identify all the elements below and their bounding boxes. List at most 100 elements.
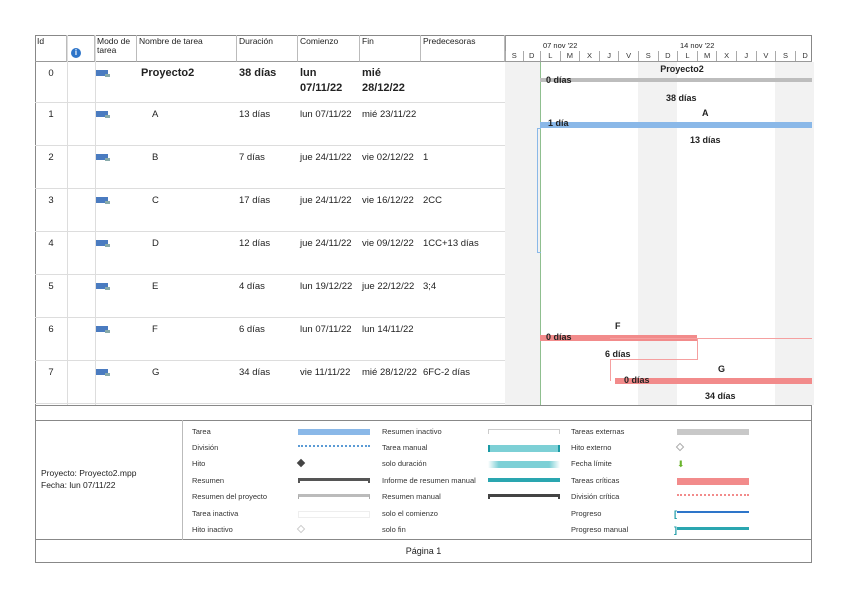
- link-line: [610, 338, 698, 360]
- task-start[interactable]: jue 24/11/22: [300, 238, 352, 249]
- task-predecessors[interactable]: 3;4: [423, 281, 437, 292]
- col-duration[interactable]: Duración: [237, 35, 298, 62]
- task-start[interactable]: lun 07/11/22: [300, 109, 352, 120]
- task-name[interactable]: E: [152, 281, 159, 292]
- task-bar-g[interactable]: [615, 378, 812, 384]
- week-label: 14 nov '22: [680, 41, 715, 50]
- legend-swatch: [298, 511, 370, 518]
- legend-swatch: [298, 478, 370, 483]
- task-predecessors[interactable]: 1: [423, 152, 429, 163]
- task-predecessors[interactable]: 6FC-2 días: [423, 367, 470, 378]
- row-id: 6: [48, 324, 54, 335]
- project-summary-bar[interactable]: [540, 78, 812, 82]
- task-finish[interactable]: mié 28/12/22: [362, 367, 417, 378]
- day-label: S: [775, 51, 795, 62]
- day-label: J: [736, 51, 756, 62]
- day-label: S: [638, 51, 658, 62]
- col-info[interactable]: i: [67, 35, 95, 62]
- bar-label: 13 días: [690, 135, 721, 145]
- task-finish[interactable]: jue 22/12/22: [362, 281, 415, 292]
- legend-label: Resumen manual: [382, 492, 441, 501]
- task-name[interactable]: C: [152, 195, 159, 206]
- legend-swatch: [298, 429, 370, 435]
- day-label: V: [618, 51, 638, 62]
- legend-label: Tareas externas: [571, 427, 625, 436]
- day-label: V: [755, 51, 776, 62]
- task-start[interactable]: jue 24/11/22: [300, 152, 352, 163]
- task-finish[interactable]: mié 28/12/22: [362, 67, 405, 94]
- table-row[interactable]: [35, 146, 505, 189]
- status-date-line: [540, 62, 541, 405]
- task-duration[interactable]: 38 días: [239, 67, 277, 79]
- task-finish[interactable]: mié 23/11/22: [362, 109, 417, 120]
- task-start[interactable]: lun 07/11/22: [300, 67, 343, 94]
- task-start[interactable]: jue 24/11/22: [300, 195, 352, 206]
- link-line: [537, 128, 541, 253]
- task-bar-a[interactable]: [540, 122, 812, 128]
- legend-swatch: [677, 494, 749, 496]
- bar-label: 0 días: [546, 75, 572, 85]
- bar-label: 1 día: [548, 118, 569, 128]
- row-id: 1: [48, 109, 54, 120]
- task-name[interactable]: Proyecto2: [141, 67, 195, 79]
- link-line: [697, 338, 812, 339]
- bar-label: 6 días: [605, 349, 631, 359]
- bar-label: 38 días: [666, 93, 697, 103]
- task-duration[interactable]: 12 días: [239, 238, 271, 249]
- task-predecessors[interactable]: [421, 62, 505, 70]
- table-row[interactable]: [35, 189, 505, 232]
- col-start[interactable]: Comienzo: [298, 35, 360, 62]
- day-label: M: [559, 51, 580, 62]
- table-row[interactable]: [35, 318, 505, 361]
- auto-scheduled-icon: [96, 70, 110, 77]
- table-row[interactable]: [35, 103, 505, 146]
- bar-label: F: [615, 321, 621, 331]
- task-start[interactable]: lun 07/11/22: [300, 324, 352, 335]
- task-start[interactable]: lun 19/12/22: [300, 281, 353, 292]
- bar-label: Proyecto2: [660, 64, 704, 74]
- legend-label: solo fin: [382, 525, 406, 534]
- task-name[interactable]: G: [152, 367, 160, 378]
- col-mode[interactable]: Modo de tarea: [95, 35, 137, 62]
- auto-scheduled-icon: [96, 369, 110, 376]
- task-duration[interactable]: 6 días: [239, 324, 265, 335]
- table-row[interactable]: [35, 361, 505, 404]
- task-start[interactable]: vie 11/11/22: [300, 367, 351, 378]
- day-label: X: [579, 51, 599, 62]
- weekend-shading: [505, 62, 523, 405]
- task-finish[interactable]: vie 16/12/22: [362, 195, 414, 206]
- table-row[interactable]: [35, 275, 505, 318]
- task-name[interactable]: D: [152, 238, 159, 249]
- task-predecessors[interactable]: 1CC+13 días: [423, 238, 479, 249]
- task-finish[interactable]: vie 09/12/22: [362, 238, 414, 249]
- task-predecessors[interactable]: 2CC: [423, 195, 443, 206]
- task-duration[interactable]: 17 días: [239, 195, 271, 206]
- legend-label: Progreso manual: [571, 525, 629, 534]
- day-label: L: [540, 51, 560, 62]
- task-duration[interactable]: 7 días: [239, 152, 265, 163]
- table-row[interactable]: [35, 62, 505, 103]
- task-duration[interactable]: 4 días: [239, 281, 265, 292]
- task-duration[interactable]: 13 días: [239, 109, 271, 120]
- legend-swatch: [488, 494, 560, 499]
- task-name[interactable]: B: [152, 152, 159, 163]
- bar-label: A: [702, 108, 709, 118]
- table-row[interactable]: [35, 232, 505, 275]
- day-label: L: [677, 51, 697, 62]
- task-predecessors[interactable]: [421, 103, 505, 111]
- legend-box: [35, 420, 812, 540]
- task-finish[interactable]: lun 14/11/22: [362, 324, 414, 335]
- legend-bracket-icon: [: [674, 509, 677, 519]
- legend-swatch: [677, 527, 749, 530]
- task-duration[interactable]: 34 días: [239, 367, 271, 378]
- auto-scheduled-icon: [96, 240, 110, 247]
- col-predecessors[interactable]: Predecesoras: [421, 35, 505, 62]
- task-name[interactable]: F: [152, 324, 158, 335]
- col-name[interactable]: Nombre de tarea: [137, 35, 237, 62]
- col-id[interactable]: Id: [35, 35, 67, 62]
- task-predecessors[interactable]: [421, 318, 505, 326]
- task-name[interactable]: A: [152, 109, 159, 120]
- task-finish[interactable]: vie 02/12/22: [362, 152, 414, 163]
- bar-label: G: [718, 364, 726, 374]
- col-finish[interactable]: Fin: [360, 35, 421, 62]
